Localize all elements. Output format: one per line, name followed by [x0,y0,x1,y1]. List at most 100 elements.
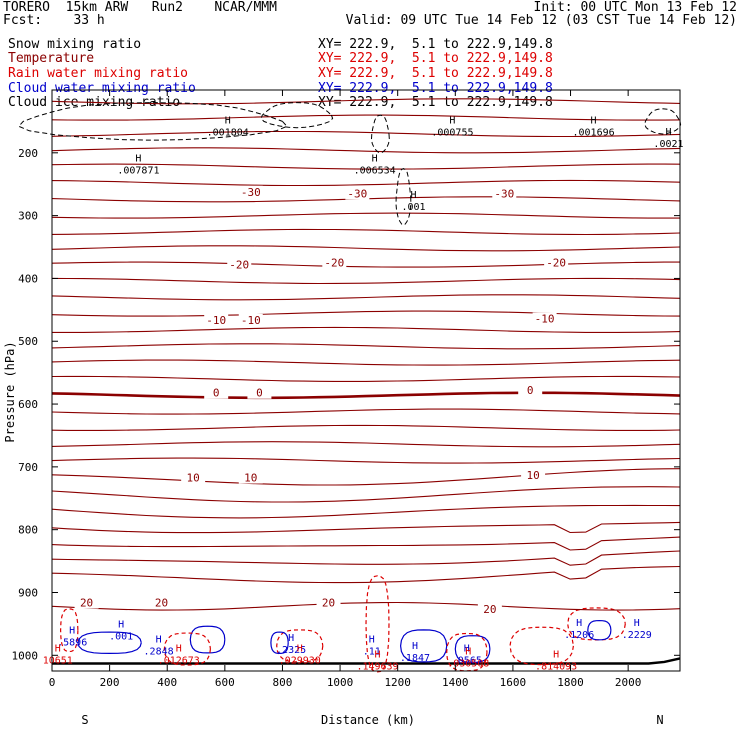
cloud-water-contour [587,619,612,641]
rain-contour [365,575,390,673]
y-tick-label: 500 [18,335,38,348]
isotherm [51,441,681,448]
maximum-marker: H [135,153,141,164]
rain-contour [163,632,211,666]
y-tick-label: 800 [18,524,38,537]
temperature-label: -20 [229,259,249,272]
isotherm [51,212,680,219]
x-tick-label: 1000 [327,676,354,689]
maximum-marker: H [372,153,378,164]
isotherm [51,179,681,187]
label-bg [204,313,229,326]
isotherm [51,486,681,503]
isotherm [52,326,681,333]
isotherm [51,130,681,138]
cloud-water-contour [399,629,448,663]
maximum-marker: H [591,116,597,127]
rain-contour [59,608,79,653]
label-bg [74,596,99,609]
maximum-label: .001696 [572,128,614,139]
isotherm [51,565,681,584]
isotherm [51,468,681,486]
snow-contour [370,114,390,154]
x-tick-label: 1800 [557,676,584,689]
maximum-label: .001 [109,631,133,642]
rain-contour [276,629,324,663]
snow-contour [17,102,288,141]
temperature-label: 0 [213,387,220,400]
isotherm [51,424,681,431]
temperature-label: 20 [322,597,335,610]
maximum-label: .007871 [117,165,159,176]
maximum-marker: H [375,650,381,661]
maximum-marker: H [411,190,417,201]
legend-xy-cloud-water: XY= 222.9, 5.1 to 222.9,149.8 [318,81,553,96]
maximum-label: .11 [363,647,381,658]
isotherm [51,457,681,464]
rain-contour [567,607,626,641]
maximum-marker: H [449,116,455,127]
legend-xy-temperature: XY= 222.9, 5.1 to 222.9,149.8 [318,51,553,66]
maximum-label: .814093 [535,662,577,673]
maximum-label: .030508 [447,658,489,669]
header-right-1: Init: 00 UTC Mon 13 Feb 12 [533,0,738,15]
temperature-label: 20 [483,603,496,616]
temperature-label: 10 [187,472,200,485]
temperature-label: -30 [494,188,514,201]
isotherm [51,294,681,301]
maximum-label: .006534 [354,165,396,176]
isotherm [51,310,681,317]
x-tick-label: 400 [157,676,177,689]
label-bg [238,313,263,326]
maximum-label: 10651 [43,655,73,666]
maximum-marker: H [369,635,375,646]
temperature-label: 20 [155,597,168,610]
maximum-marker: H [665,127,671,138]
label-bg [149,596,174,609]
label-bg [181,471,206,484]
isotherm [51,245,681,252]
y-tick-label: 1000 [12,649,39,662]
legend-label-cloud-water: Cloud water mixing ratio [8,81,196,96]
surface-line [52,657,681,665]
y-tick-label: 900 [18,586,38,599]
temperature-contours [51,98,681,665]
y-tick-label: 700 [18,461,38,474]
label-bg [247,386,272,399]
temperature-label: -10 [241,314,261,327]
maximum-marker: H [176,643,182,654]
isotherm [51,408,681,415]
maximum-label: .2848 [144,647,174,658]
isotherm [51,147,681,154]
snow-contour [260,102,334,129]
maximum-label: .1847 [400,653,430,664]
maximum-marker: H [288,633,294,644]
maximum-marker: H [634,618,640,629]
isotherm [51,343,681,350]
label-bg [204,386,229,399]
maximum-marker: H [225,116,231,127]
maximum-label: .012673 [158,655,200,666]
low-level-cloud-rain-contours [51,575,681,673]
y-axis-label: Pressure (hPa) [3,341,17,442]
x-tick-label: 600 [215,676,235,689]
header-left-2: Fcst: 33 h [3,13,105,28]
maximum-label: .000755 [431,128,473,139]
plot-frame [51,89,681,672]
label-bg [238,471,263,484]
snow-contours [17,102,682,226]
label-bg [345,187,370,200]
cloud-water-contour [270,631,289,655]
x-tick-label: 2000 [615,676,642,689]
contour-labels: -30 -30 -30 -20 -20 -20 -10 -10 -10 0 0 0 10 10 10 20 20… [43,116,684,673]
temperature-label: 10 [244,472,257,485]
isotherm [51,375,681,382]
rain-contour [446,632,488,672]
label-bg [238,185,263,198]
isotherm [51,359,681,366]
maximum-label: .001 [401,202,425,213]
axes: 0 200 400 600 800 1000 1200 1400 1600 1800 2000200… [12,90,680,689]
maximum-label: .2325 [276,645,306,656]
legend-label-rain: Rain water mixing ratio [8,66,189,81]
